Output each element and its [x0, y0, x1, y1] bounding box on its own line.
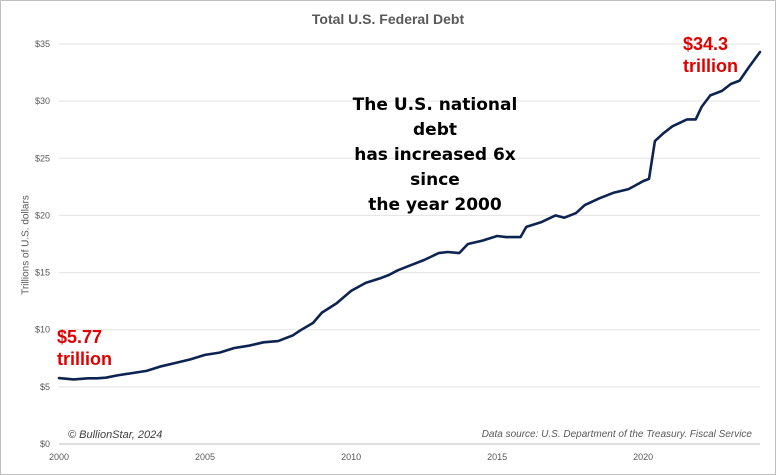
y-tick-label: $20 [35, 210, 50, 220]
start-unit: trillion [57, 349, 112, 369]
y-tick-label: $25 [35, 153, 50, 163]
x-tick-label: 2000 [49, 452, 69, 462]
start-value-annotation: $5.77 trillion [57, 326, 112, 370]
headline-annotation: The U.S. national debt has increased 6x … [330, 93, 540, 218]
end-value: $34.3 [683, 34, 729, 54]
headline-line-3: the year 2000 [368, 195, 502, 215]
y-tick-label: $35 [35, 39, 50, 49]
y-tick-label: $10 [35, 325, 50, 335]
x-tick-label: 2010 [341, 452, 361, 462]
start-value: $5.77 [57, 327, 103, 347]
headline-line-2: has increased 6x since [354, 145, 516, 190]
data-source-text: Data source: U.S. Department of the Trea… [481, 429, 752, 440]
x-tick-label: 2005 [195, 452, 215, 462]
y-tick-label: $30 [35, 96, 50, 106]
end-unit: trillion [683, 56, 738, 76]
y-tick-label: $5 [40, 382, 50, 392]
headline-line-1: The U.S. national debt [352, 95, 518, 140]
y-tick-label: $15 [35, 268, 50, 278]
credit-text: © BullionStar, 2024 [68, 429, 163, 441]
x-tick-label: 2020 [633, 452, 653, 462]
end-value-annotation: $34.3 trillion [683, 33, 738, 77]
x-tick-label: 2015 [487, 452, 507, 462]
series-line-0 [57, 50, 762, 381]
chart-title: Total U.S. Federal Debt [311, 11, 465, 27]
y-tick-label: $0 [40, 439, 50, 449]
